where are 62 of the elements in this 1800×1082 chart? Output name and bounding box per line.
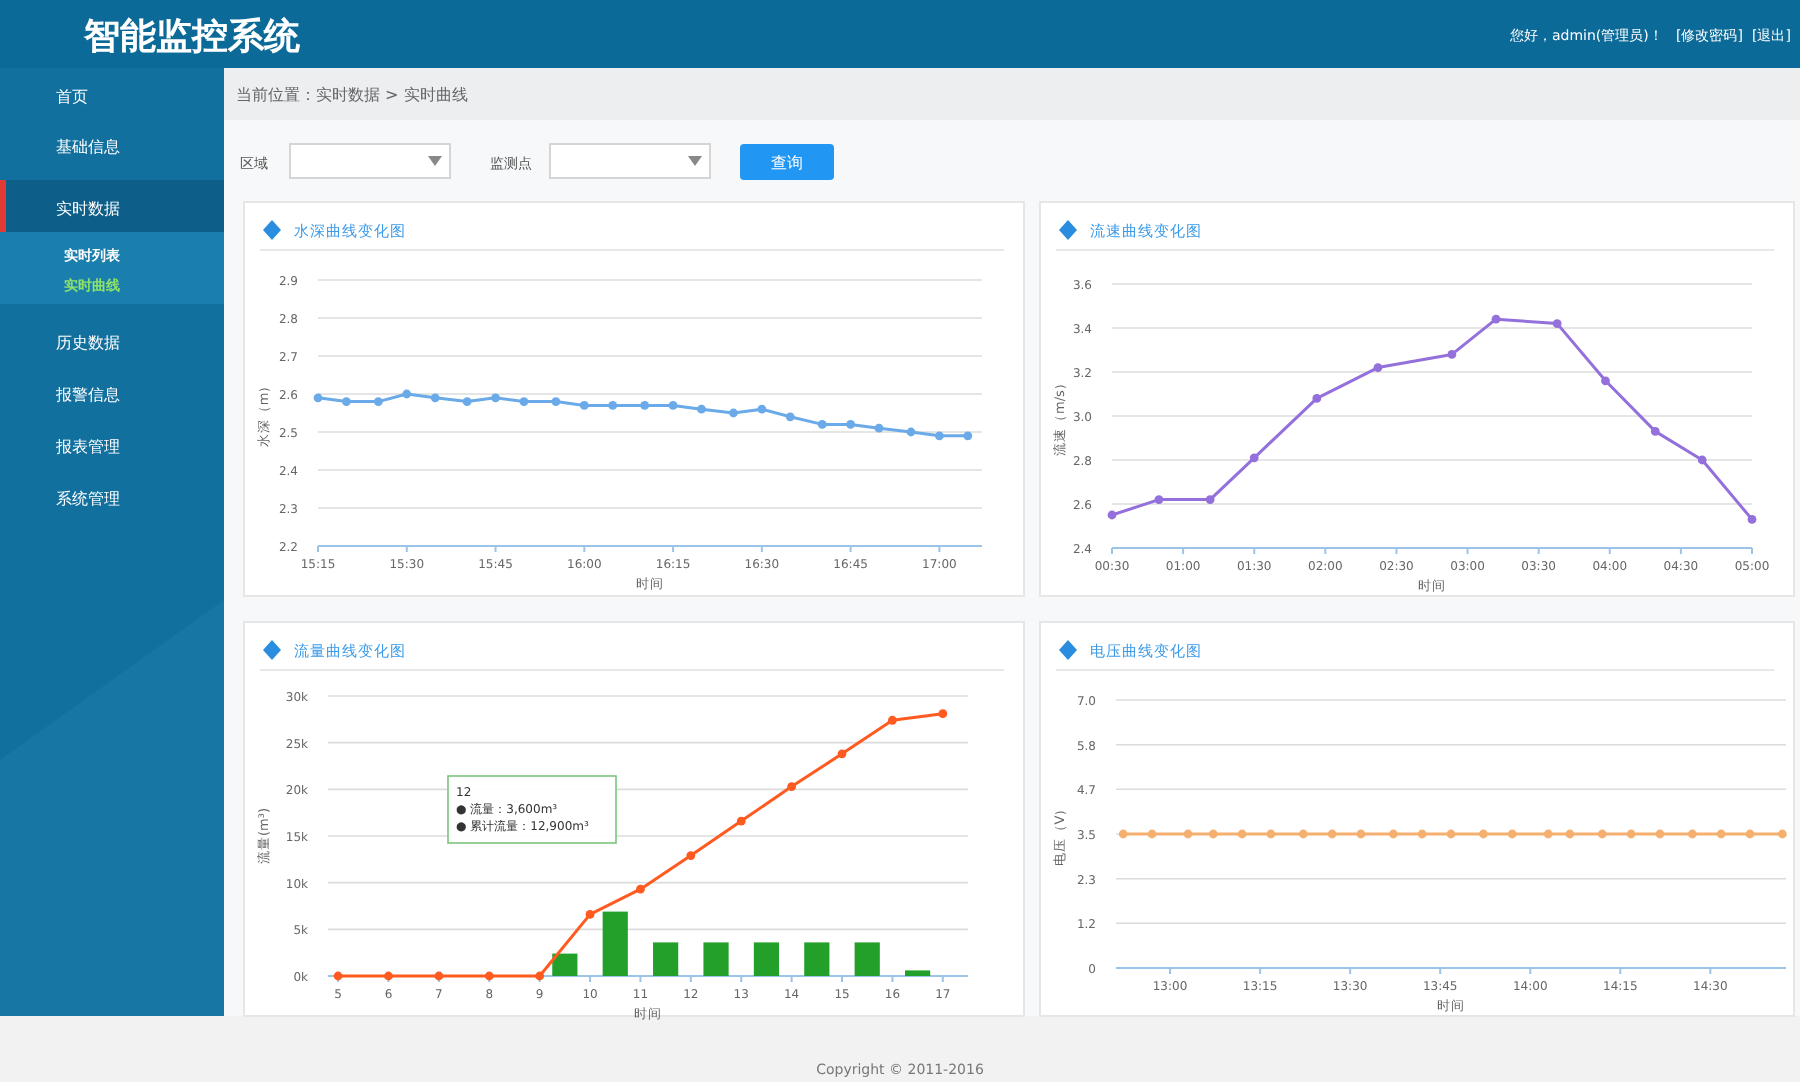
point <box>668 401 678 410</box>
point <box>313 393 323 403</box>
point <box>640 401 650 410</box>
bar <box>804 942 830 976</box>
point <box>1552 319 1562 328</box>
point <box>462 397 472 406</box>
point <box>491 393 500 403</box>
text: 系统管理 <box>56 490 120 508</box>
point <box>817 420 827 429</box>
point <box>551 397 561 406</box>
text: 智能监控系统 <box>82 16 302 58</box>
point <box>736 816 746 826</box>
bar <box>753 942 780 976</box>
point <box>1249 453 1259 463</box>
bar <box>703 942 729 976</box>
text: 报表管理 <box>54 438 120 456</box>
point <box>837 749 847 759</box>
point <box>1697 455 1707 465</box>
text: 查询 <box>771 154 803 172</box>
point <box>1601 376 1610 386</box>
point <box>1312 394 1322 403</box>
point <box>585 910 595 919</box>
point <box>787 782 797 791</box>
point <box>1747 515 1757 524</box>
point <box>430 393 440 403</box>
text: 历史数据 <box>56 334 120 352</box>
text: 当前位置：实时数据 > 实时曲线 <box>236 86 468 104</box>
point <box>686 851 696 860</box>
point <box>402 389 412 399</box>
bar <box>552 953 578 976</box>
point <box>888 715 897 725</box>
bar <box>854 942 880 976</box>
point <box>757 404 767 414</box>
point <box>729 408 738 418</box>
text: 实时数据 <box>56 200 120 218</box>
point <box>785 412 795 422</box>
point <box>373 397 383 406</box>
point <box>519 397 529 406</box>
point <box>963 431 973 441</box>
point <box>1650 427 1660 436</box>
bar <box>905 970 931 976</box>
point <box>1373 363 1383 372</box>
point <box>906 427 916 437</box>
point <box>697 404 706 414</box>
point <box>342 397 351 406</box>
point <box>1491 314 1501 324</box>
point <box>579 401 589 410</box>
text: 报警信息 <box>54 386 120 404</box>
point <box>608 401 618 410</box>
bar <box>653 942 679 976</box>
point <box>1107 510 1117 520</box>
bar <box>602 911 628 976</box>
point <box>636 884 645 894</box>
text: 基础信息 <box>56 138 120 156</box>
point <box>934 431 944 441</box>
point <box>846 420 856 429</box>
text: 首页 <box>56 88 88 106</box>
point <box>938 709 948 719</box>
point <box>1205 495 1215 504</box>
point <box>1154 495 1164 504</box>
point <box>874 423 884 433</box>
point <box>1447 350 1457 359</box>
